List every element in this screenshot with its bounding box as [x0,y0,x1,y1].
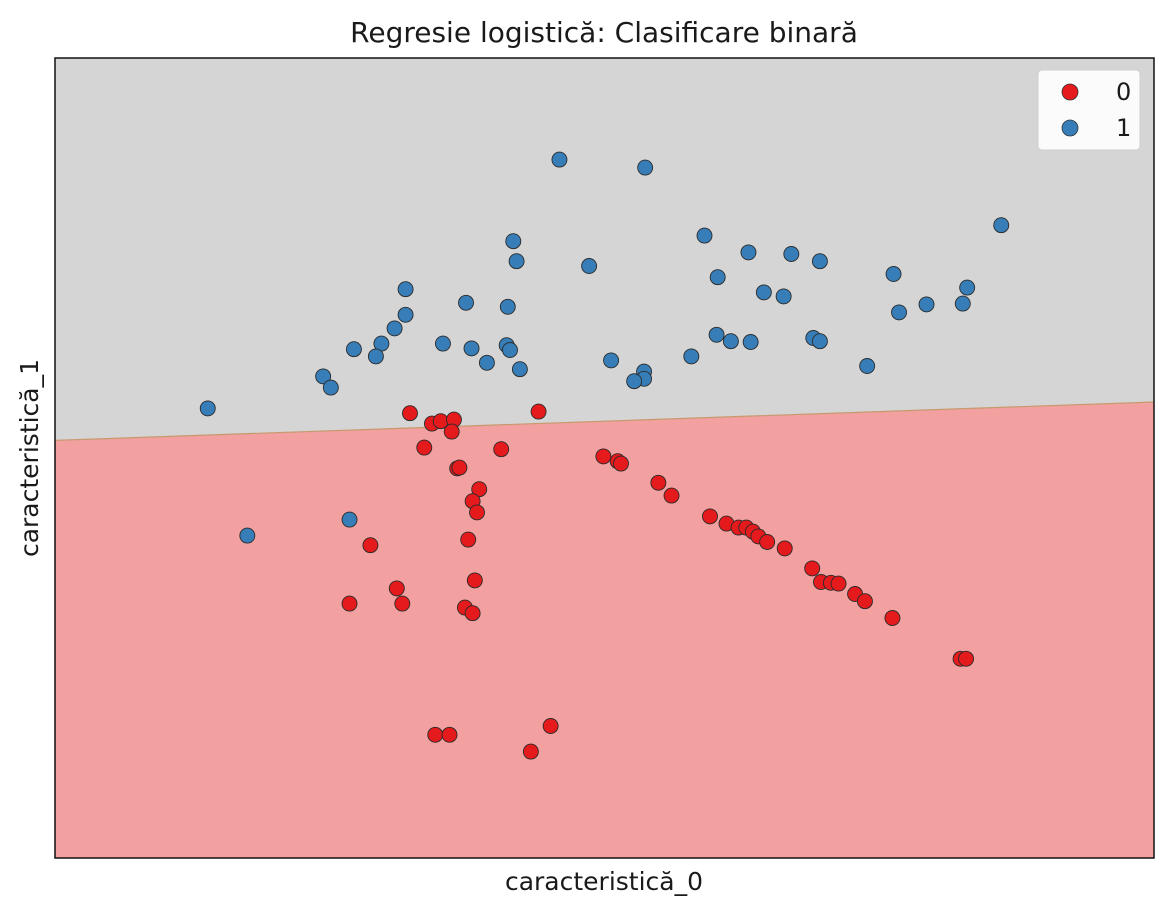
data-point-class-1-20 [458,294,474,311]
data-point-class-1-16 [959,279,976,296]
data-point-class-1-1 [637,159,654,176]
data-point-class-1-9 [709,269,726,286]
data-point-class-1-29 [478,354,495,371]
data-point-class-0-18 [663,487,680,504]
data-point-class-1-44 [322,379,339,396]
plot-frame [54,57,1155,859]
data-point-class-0-12 [469,504,485,521]
data-point-class-1-2 [696,227,713,244]
data-point-class-1-45 [199,400,216,417]
data-point-class-0-13 [460,531,477,548]
data-point-class-1-38 [742,334,759,350]
data-point-class-1-14 [918,296,935,313]
data-point-class-0-8 [530,403,547,420]
data-point-class-1-12 [885,266,902,282]
data-point-class-0-10 [471,481,488,498]
data-point-class-0-0 [402,405,418,422]
data-point-class-1-11 [775,288,792,305]
data-point-class-1-13 [891,304,907,321]
data-point-class-1-4 [783,246,800,262]
data-point-class-1-6 [505,233,522,250]
data-point-class-1-31 [603,352,620,369]
data-point-class-1-28 [502,342,518,358]
legend: 0 1 [1037,69,1141,151]
decision-region-class-1 [55,58,1154,441]
data-point-class-1-3 [740,244,757,261]
legend-marker-0 [1061,83,1079,101]
data-point-class-0-42 [341,595,358,612]
data-point-class-0-14 [595,448,612,465]
data-point-class-1-42 [315,368,332,385]
data-point-class-0-4 [443,423,460,440]
data-point-class-0-33 [884,610,901,626]
data-point-class-0-43 [427,726,444,743]
data-point-class-1-46 [239,527,256,544]
data-point-class-0-19 [702,508,718,525]
data-point-class-0-27 [804,560,821,577]
data-point-class-0-32 [857,593,873,610]
data-points [199,151,1010,760]
decision-boundary-line [55,401,1154,441]
data-point-class-1-18 [397,281,414,298]
legend-label-1: 1 [1116,114,1131,142]
data-point-class-1-43 [367,348,384,365]
data-point-class-0-39 [394,595,411,612]
data-point-class-0-37 [388,580,405,597]
data-point-class-1-22 [386,320,403,337]
chart-title: Regresie logistică: Clasificare binară [350,16,858,49]
data-point-class-0-38 [466,572,483,589]
data-point-class-0-36 [362,537,379,554]
data-point-class-1-7 [508,253,525,270]
data-point-class-0-25 [759,534,776,550]
legend-marker-1 [1061,119,1079,137]
plot-area [55,58,1154,858]
data-point-class-0-35 [958,650,975,667]
data-point-class-0-26 [776,540,793,557]
data-point-class-1-34 [626,373,643,390]
data-point-class-1-8 [581,258,598,274]
data-point-class-1-41 [859,358,876,374]
decision-region-class-0 [55,402,1154,858]
data-point-class-1-15 [954,295,971,312]
data-point-class-1-21 [499,298,516,315]
data-point-class-1-26 [463,340,480,357]
data-point-class-1-17 [993,217,1010,234]
data-point-class-0-30 [830,575,847,592]
data-point-class-0-16 [613,455,629,472]
data-point-class-0-5 [416,439,433,456]
x-axis-label: caracteristică_0 [505,867,703,896]
data-point-class-0-9 [493,441,510,458]
data-point-class-1-40 [811,333,828,350]
data-point-class-1-47 [341,511,358,528]
legend-label-0: 0 [1116,78,1131,106]
data-point-class-1-5 [811,253,828,270]
data-point-class-1-36 [708,326,725,343]
data-point-class-1-37 [722,333,739,350]
data-point-class-0-44 [441,726,458,743]
data-point-class-1-25 [434,335,451,352]
data-point-class-0-46 [522,743,539,760]
data-point-class-0-17 [650,474,667,491]
data-point-class-1-30 [511,361,528,378]
data-point-class-0-41 [464,605,481,622]
data-point-class-1-35 [683,348,700,365]
y-axis-label: caracteristică_1 [15,359,44,557]
data-point-class-0-7 [451,459,468,476]
data-point-class-1-24 [345,341,362,358]
data-point-class-1-0 [551,151,568,168]
data-point-class-1-19 [397,306,414,323]
data-point-class-0-45 [542,718,559,734]
data-point-class-1-10 [755,284,772,301]
